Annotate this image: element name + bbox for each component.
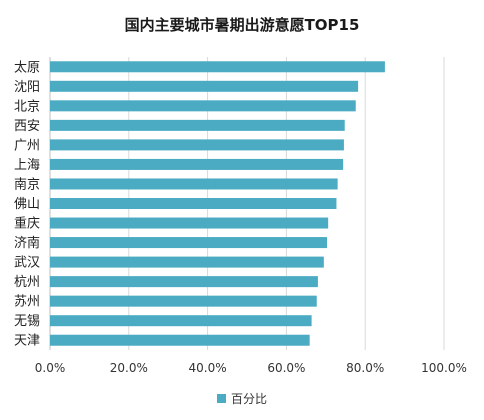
category-label: 北京 bbox=[14, 99, 40, 114]
bar bbox=[50, 256, 324, 268]
bar bbox=[50, 217, 329, 229]
x-tick-label: 40.0% bbox=[189, 361, 227, 375]
x-tick-label: 100.0% bbox=[421, 361, 467, 375]
bar bbox=[50, 100, 356, 112]
legend-swatch bbox=[216, 393, 226, 403]
bar bbox=[50, 139, 344, 151]
category-label: 济南 bbox=[14, 235, 40, 251]
category-label: 南京 bbox=[14, 176, 40, 192]
bar bbox=[50, 334, 310, 346]
category-label: 太原 bbox=[14, 60, 40, 75]
category-label: 杭州 bbox=[14, 275, 40, 290]
category-label: 重庆 bbox=[14, 216, 40, 232]
bar bbox=[50, 198, 337, 209]
category-label: 广州 bbox=[14, 138, 40, 153]
category-label: 武汉 bbox=[14, 256, 40, 271]
x-tick-label: 80.0% bbox=[346, 361, 384, 375]
x-tick-label: 60.0% bbox=[267, 361, 305, 375]
category-label: 苏州 bbox=[14, 294, 40, 310]
legend: 百分比 bbox=[0, 388, 484, 408]
bar bbox=[50, 80, 359, 92]
category-label: 西安 bbox=[14, 119, 40, 134]
chart-title: 国内主要城市暑期出游意愿TOP15 bbox=[124, 16, 360, 34]
bar bbox=[50, 61, 385, 73]
category-label: 上海 bbox=[14, 158, 40, 173]
category-label: 天津 bbox=[14, 334, 40, 349]
bar bbox=[50, 158, 344, 170]
bar bbox=[50, 178, 338, 190]
bar bbox=[50, 237, 327, 249]
bar bbox=[50, 119, 345, 131]
category-label: 沈阳 bbox=[14, 80, 40, 95]
category-label: 佛山 bbox=[14, 197, 40, 212]
bar bbox=[50, 295, 317, 307]
x-tick-label: 0.0% bbox=[35, 361, 66, 375]
bar bbox=[50, 276, 318, 288]
legend-label: 百分比 bbox=[230, 391, 267, 406]
x-tick-label: 20.0% bbox=[110, 361, 148, 375]
category-label: 无锡 bbox=[14, 314, 40, 329]
bar bbox=[50, 315, 312, 327]
